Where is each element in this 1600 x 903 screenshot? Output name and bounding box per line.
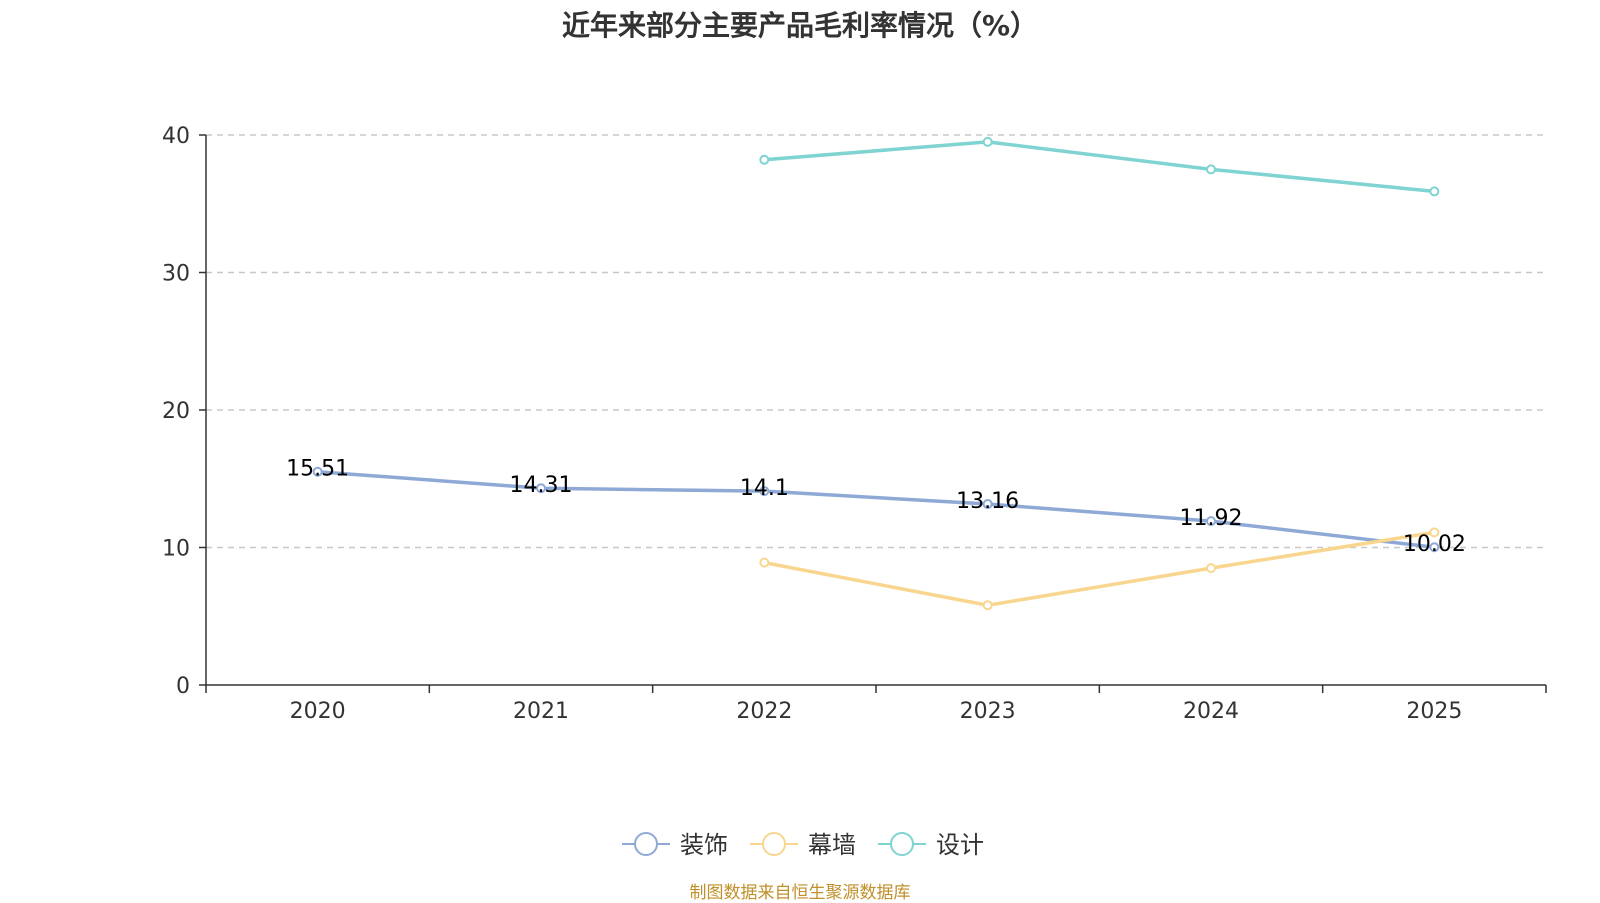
- x-tick-label: 2022: [736, 699, 792, 724]
- chart-title: 近年来部分主要产品毛利率情况（%）: [561, 9, 1039, 42]
- data-point: [1206, 164, 1216, 175]
- x-tick-label: 2024: [1183, 699, 1239, 724]
- y-tick-label: 40: [162, 124, 190, 149]
- legend-marker: [634, 832, 658, 856]
- data-label: 14.1: [740, 476, 789, 501]
- data-point: [312, 466, 323, 477]
- data-point: [759, 154, 770, 165]
- data-point: [759, 486, 770, 497]
- data-point: [982, 136, 993, 147]
- legend-label: 装饰: [680, 831, 728, 859]
- data-point: [1429, 186, 1440, 197]
- data-label: 10.02: [1403, 532, 1466, 557]
- data-label: 15.51: [286, 457, 349, 482]
- y-tick-label: 30: [162, 262, 190, 287]
- legend: 装饰 幕墙 设计: [622, 831, 984, 859]
- y-tick-label: 0: [176, 674, 190, 699]
- data-point: [1206, 563, 1216, 574]
- data-point: [1429, 527, 1440, 538]
- data-point: [1429, 542, 1440, 553]
- data-point: [982, 600, 993, 611]
- legend-label: 幕墙: [808, 831, 856, 859]
- series-line-1: [317, 469, 1435, 549]
- series-line-3: [764, 140, 1435, 194]
- series-lines: [312, 136, 1440, 611]
- legend-marker: [762, 832, 786, 856]
- legend-marker: [890, 832, 914, 856]
- source-note: 制图数据来自恒生聚源数据库: [689, 883, 911, 903]
- series-line-2: [764, 530, 1435, 607]
- data-point: [982, 499, 993, 510]
- x-tick-label: 2025: [1406, 699, 1462, 724]
- legend-label: 设计: [936, 831, 984, 859]
- y-tick-label: 20: [162, 399, 190, 424]
- data-label: 13.16: [956, 489, 1019, 514]
- x-tick-label: 2023: [960, 699, 1016, 724]
- data-label: 11.92: [1180, 506, 1243, 531]
- data-point: [536, 483, 546, 494]
- x-tick-label: 2021: [513, 699, 569, 724]
- grid-lines: [206, 134, 1546, 549]
- data-point: [759, 557, 770, 568]
- data-point: [1206, 516, 1216, 527]
- data-labels: 15.51 14.31 14.1 13.16 11.92 10.02: [286, 457, 1466, 557]
- y-tick-label: 10: [162, 537, 190, 562]
- data-label: 14.31: [510, 473, 573, 498]
- axes: 0 10 20 30 40 2020 2021 2022 2023 2024 2025: [162, 124, 1547, 724]
- x-tick-label: 2020: [290, 699, 346, 724]
